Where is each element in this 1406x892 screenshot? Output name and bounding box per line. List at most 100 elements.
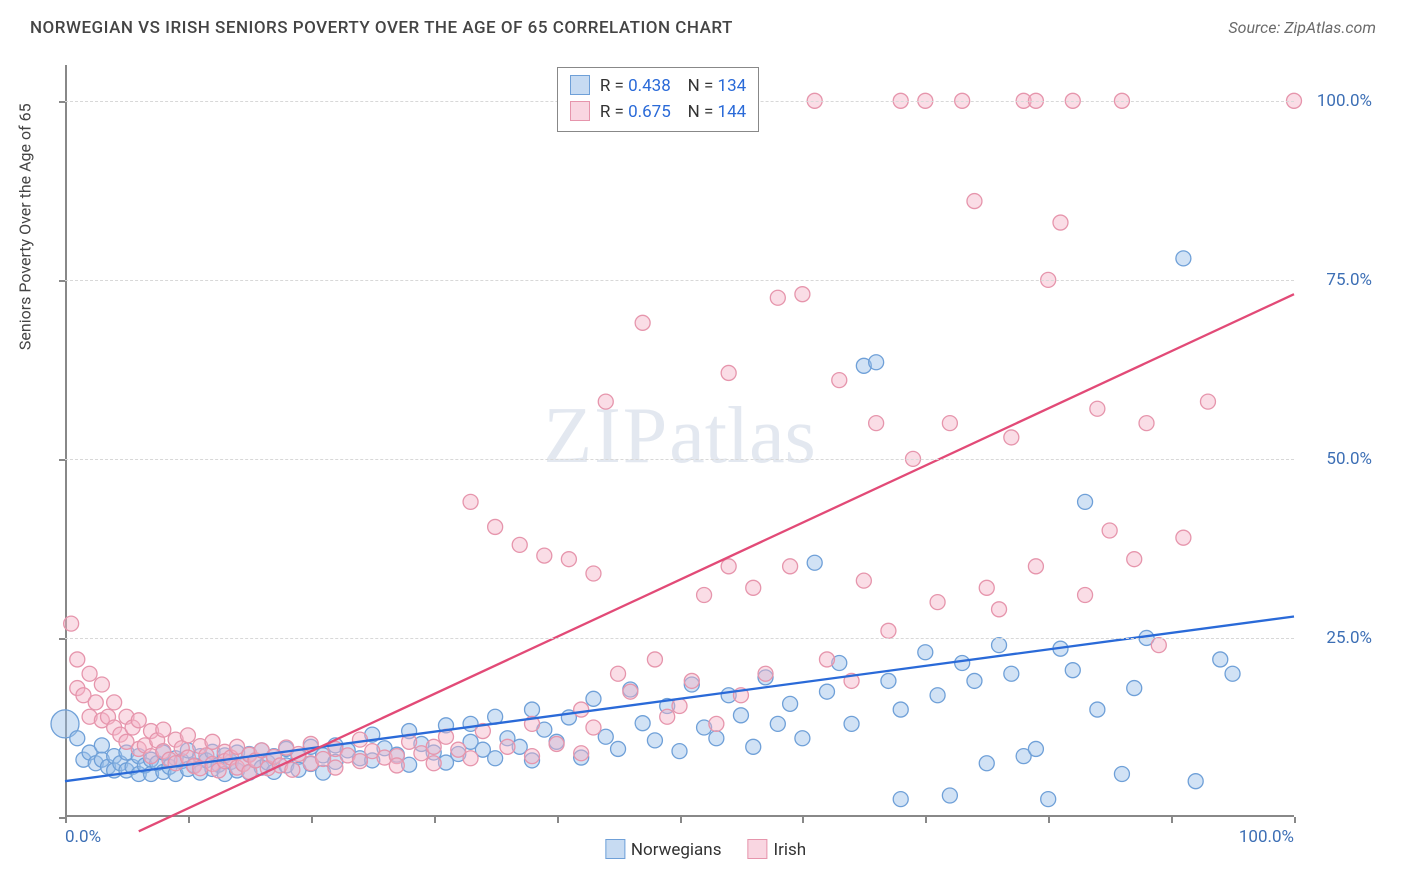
data-point — [352, 754, 367, 769]
r-value-2: 0.675 — [628, 102, 671, 122]
x-tick-label: 0.0% — [65, 827, 101, 847]
data-point — [1053, 215, 1068, 230]
corr-row-1: R = 0.438 N = 134 — [570, 74, 747, 100]
y-tick-label: 25.0% — [1326, 628, 1372, 648]
data-point — [205, 734, 220, 749]
data-point — [1004, 666, 1019, 681]
data-point — [672, 744, 687, 759]
data-point — [1188, 774, 1203, 789]
data-point — [856, 573, 871, 588]
data-point — [660, 709, 675, 724]
data-point — [525, 749, 540, 764]
data-point — [537, 548, 552, 563]
data-point — [697, 587, 712, 602]
plot-svg — [65, 65, 1294, 817]
source-label: Source: ZipAtlas.com — [1228, 18, 1376, 37]
r-label: R = — [600, 102, 624, 122]
correlation-box: R = 0.438 N = 134 R = 0.675 N = 144 — [557, 67, 760, 132]
data-point — [709, 731, 724, 746]
r-label: R = — [600, 76, 624, 96]
data-point — [979, 580, 994, 595]
data-point — [746, 580, 761, 595]
data-point — [819, 684, 834, 699]
legend: Norwegians Irish — [605, 839, 806, 860]
data-point — [979, 756, 994, 771]
data-point — [88, 695, 103, 710]
data-point — [488, 519, 503, 534]
data-point — [586, 566, 601, 581]
data-point — [549, 736, 564, 751]
data-point — [684, 673, 699, 688]
data-point — [635, 315, 650, 330]
data-point — [930, 595, 945, 610]
data-point — [721, 365, 736, 380]
data-point — [844, 716, 859, 731]
data-point — [1041, 792, 1056, 807]
data-point — [721, 559, 736, 574]
data-point — [598, 394, 613, 409]
data-point — [881, 673, 896, 688]
y-tick-label: 100.0% — [1317, 91, 1372, 111]
data-point — [426, 756, 441, 771]
data-point — [795, 287, 810, 302]
data-point — [1004, 430, 1019, 445]
data-point — [611, 741, 626, 756]
data-point — [758, 666, 773, 681]
data-point — [1200, 394, 1215, 409]
data-point — [733, 708, 748, 723]
data-point — [611, 666, 626, 681]
data-point — [918, 645, 933, 660]
data-point — [1102, 523, 1117, 538]
data-point — [94, 677, 109, 692]
plot-area: ZIPatlas 25.0%50.0%75.0%100.0%0.0%100.0% — [65, 65, 1294, 817]
data-point — [512, 537, 527, 552]
data-point — [955, 656, 970, 671]
data-point — [1151, 638, 1166, 653]
data-point — [647, 652, 662, 667]
data-point — [1225, 666, 1240, 681]
data-point — [574, 702, 589, 717]
n-value-1: 134 — [718, 76, 747, 96]
data-point — [586, 720, 601, 735]
data-point — [525, 702, 540, 717]
data-point — [328, 760, 343, 775]
corr-row-2: R = 0.675 N = 144 — [570, 100, 747, 126]
x-tick-label: 100.0% — [1239, 827, 1294, 847]
data-point — [869, 416, 884, 431]
data-point — [1176, 251, 1191, 266]
data-point — [352, 732, 367, 747]
legend-item-1: Norwegians — [605, 839, 722, 860]
data-point — [770, 290, 785, 305]
legend-item-2: Irish — [747, 839, 806, 860]
data-point — [967, 194, 982, 209]
data-point — [881, 623, 896, 638]
data-point — [1090, 401, 1105, 416]
y-axis-title: Seniors Poverty Over the Age of 65 — [16, 103, 35, 350]
swatch-blue-icon — [570, 75, 590, 95]
data-point — [64, 616, 79, 631]
data-point — [426, 739, 441, 754]
data-point — [107, 695, 122, 710]
data-point — [967, 673, 982, 688]
data-point — [94, 738, 109, 753]
data-point — [285, 762, 300, 777]
data-point — [1028, 741, 1043, 756]
trend-line — [139, 294, 1294, 831]
data-point — [1078, 587, 1093, 602]
chart-container: Seniors Poverty Over the Age of 65 ZIPat… — [35, 55, 1376, 872]
n-value-2: 144 — [718, 102, 747, 122]
data-point — [1114, 767, 1129, 782]
data-point — [463, 494, 478, 509]
swatch-blue-icon — [605, 839, 625, 859]
data-point — [389, 758, 404, 773]
legend-label-1: Norwegians — [631, 840, 722, 860]
data-point — [647, 733, 662, 748]
swatch-pink-icon — [570, 101, 590, 121]
data-point — [1028, 559, 1043, 574]
data-point — [1127, 681, 1142, 696]
data-point — [783, 559, 798, 574]
data-point — [819, 652, 834, 667]
data-point — [488, 751, 503, 766]
data-point — [574, 746, 589, 761]
data-point — [500, 739, 515, 754]
